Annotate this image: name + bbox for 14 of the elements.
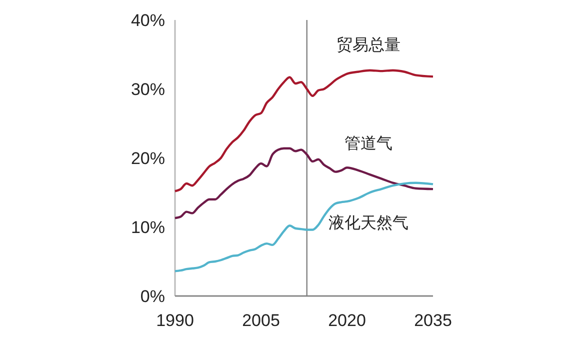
series-label: 液化天然气 [328, 213, 408, 232]
line-series [174, 69, 434, 192]
x-tick-label: 2035 [414, 311, 452, 330]
x-tick-label: 2020 [328, 311, 366, 330]
y-tick-label: 0% [140, 286, 165, 306]
line-series [174, 182, 434, 272]
y-tick-label: 40% [130, 10, 165, 30]
series-label: 管道气 [344, 133, 392, 152]
y-tick-label: 10% [130, 218, 165, 237]
x-tick-label: 2005 [242, 311, 280, 330]
series-label: 贸易总量 [336, 34, 400, 54]
y-tick-label: 20% [130, 148, 165, 168]
x-tick-label: 1990 [156, 311, 194, 330]
y-tick-label: 30% [130, 80, 165, 99]
